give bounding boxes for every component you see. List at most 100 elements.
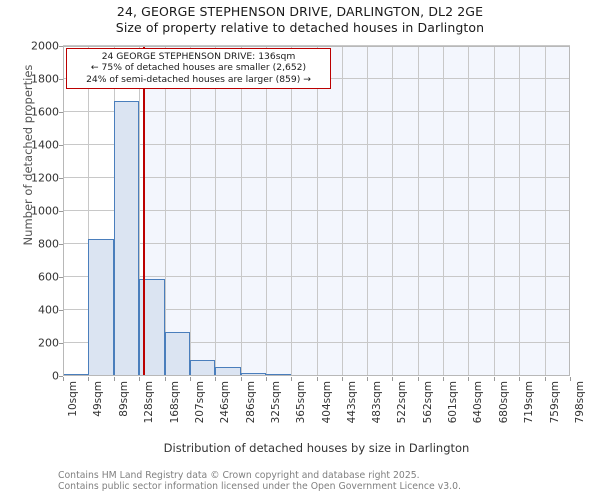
- x-tick-mark: [190, 377, 191, 381]
- gridline-vertical: [367, 46, 368, 376]
- x-tick-label: 49sqm: [92, 381, 105, 417]
- x-tick-label: 798sqm: [574, 381, 586, 424]
- gridline-vertical: [241, 46, 242, 376]
- x-tick-label: 286sqm: [244, 381, 257, 424]
- gridline-horizontal: [63, 177, 570, 178]
- property-size-marker-line: [143, 46, 146, 376]
- gridline-horizontal: [63, 144, 570, 145]
- x-tick-mark: [570, 377, 571, 381]
- gridline-vertical: [165, 46, 166, 376]
- y-tick-mark: [59, 112, 63, 113]
- gridline-vertical: [468, 46, 469, 376]
- histogram-bar: [88, 239, 114, 376]
- gridline-vertical: [545, 46, 546, 376]
- y-tick-label: 800: [38, 237, 59, 251]
- y-tick-label: 1200: [31, 171, 59, 185]
- x-tick-mark: [317, 377, 318, 381]
- x-tick-mark: [367, 377, 368, 381]
- x-tick-label: 246sqm: [218, 381, 231, 424]
- y-tick-mark: [59, 277, 63, 278]
- y-tick-label: 1400: [31, 138, 59, 152]
- annotation-larger-line: 24% of semi-detached houses are larger (…: [86, 73, 311, 85]
- gridline-horizontal: [63, 342, 570, 343]
- x-tick-label: 759sqm: [548, 381, 561, 424]
- gridline-vertical: [519, 46, 520, 376]
- y-tick-label: 1800: [31, 72, 59, 86]
- y-tick-mark: [59, 46, 63, 47]
- histogram-bar: [189, 359, 215, 376]
- x-tick-label: 640sqm: [472, 381, 485, 424]
- page-title: 24, GEORGE STEPHENSON DRIVE, DARLINGTON,…: [116, 4, 484, 19]
- y-tick-mark: [59, 178, 63, 179]
- x-tick-mark: [241, 377, 242, 381]
- gridline-vertical: [342, 46, 343, 376]
- x-tick-mark: [266, 377, 267, 381]
- annotation-property-line: 24 GEORGE STEPHENSON DRIVE: 136sqm: [101, 51, 296, 62]
- x-tick-mark: [114, 377, 115, 381]
- x-tick-label: 128sqm: [142, 381, 155, 424]
- chart-subtitle: Size of property relative to detached ho…: [115, 20, 485, 35]
- property-annotation-box: 24 GEORGE STEPHENSON DRIVE: 136sqm ← 75%…: [66, 48, 331, 90]
- gridline-vertical: [317, 46, 318, 376]
- histogram-bar: [164, 332, 190, 376]
- y-tick-label: 600: [38, 270, 59, 284]
- plot-area: [63, 45, 570, 376]
- x-tick-label: 325sqm: [269, 381, 282, 424]
- x-tick-mark: [63, 377, 64, 381]
- x-tick-mark: [342, 377, 343, 381]
- y-tick-mark: [59, 244, 63, 245]
- x-tick-mark: [443, 377, 444, 381]
- x-axis-label: Distribution of detached houses by size …: [163, 441, 470, 455]
- x-tick-label: 522sqm: [396, 381, 409, 424]
- histogram-bar: [240, 372, 266, 376]
- histogram-bar: [214, 366, 241, 376]
- gridline-vertical: [443, 46, 444, 376]
- x-tick-label: 365sqm: [295, 381, 308, 424]
- x-tick-label: 562sqm: [422, 381, 435, 424]
- y-tick-label: 2000: [31, 39, 59, 53]
- x-tick-mark: [418, 377, 419, 381]
- x-tick-mark: [88, 377, 89, 381]
- gridline-horizontal: [63, 210, 570, 211]
- x-tick-label: 404sqm: [320, 381, 333, 424]
- histogram-bar: [63, 373, 89, 376]
- x-tick-label: 680sqm: [498, 381, 511, 424]
- x-tick-mark: [139, 377, 140, 381]
- gridline-vertical: [392, 46, 393, 376]
- gridline-horizontal: [63, 309, 570, 310]
- y-tick-mark: [59, 145, 63, 146]
- gridline-horizontal: [63, 111, 570, 112]
- attribution-footer: Contains HM Land Registry data © Crown c…: [58, 470, 578, 492]
- histogram-bar: [265, 373, 292, 376]
- gridline-vertical: [190, 46, 191, 376]
- x-tick-mark: [392, 377, 393, 381]
- shaded-larger-region: [144, 46, 570, 376]
- gridline-vertical: [494, 46, 495, 376]
- x-tick-label: 168sqm: [168, 381, 181, 424]
- x-tick-label: 601sqm: [447, 381, 460, 424]
- x-tick-mark: [494, 377, 495, 381]
- x-tick-label: 10sqm: [67, 381, 79, 417]
- x-tick-label: 207sqm: [193, 381, 206, 424]
- gridline-horizontal: [63, 243, 570, 244]
- chart-title-block: 24, GEORGE STEPHENSON DRIVE, DARLINGTON,…: [0, 4, 600, 36]
- x-tick-label: 89sqm: [117, 381, 130, 417]
- gridline-vertical: [88, 46, 89, 376]
- gridline-vertical: [266, 46, 267, 376]
- x-tick-mark: [468, 377, 469, 381]
- x-tick-label: 483sqm: [371, 381, 384, 424]
- y-tick-mark: [59, 79, 63, 80]
- gridline-vertical: [418, 46, 419, 376]
- y-tick-mark: [59, 343, 63, 344]
- gridline-vertical: [215, 46, 216, 376]
- x-tick-mark: [519, 377, 520, 381]
- x-axis-ticks: 10sqm 49sqm 89sqm 128sqm 168sqm 207sqm 246sqm 2…: [63, 377, 586, 439]
- gridline-vertical: [291, 46, 292, 376]
- y-tick-label: 1000: [31, 204, 59, 218]
- x-tick-mark: [215, 377, 216, 381]
- y-tick-label: 200: [38, 336, 59, 350]
- y-tick-mark: [59, 376, 63, 377]
- annotation-smaller-line: ← 75% of detached houses are smaller (2,…: [90, 62, 307, 74]
- y-tick-label: 0: [52, 369, 59, 383]
